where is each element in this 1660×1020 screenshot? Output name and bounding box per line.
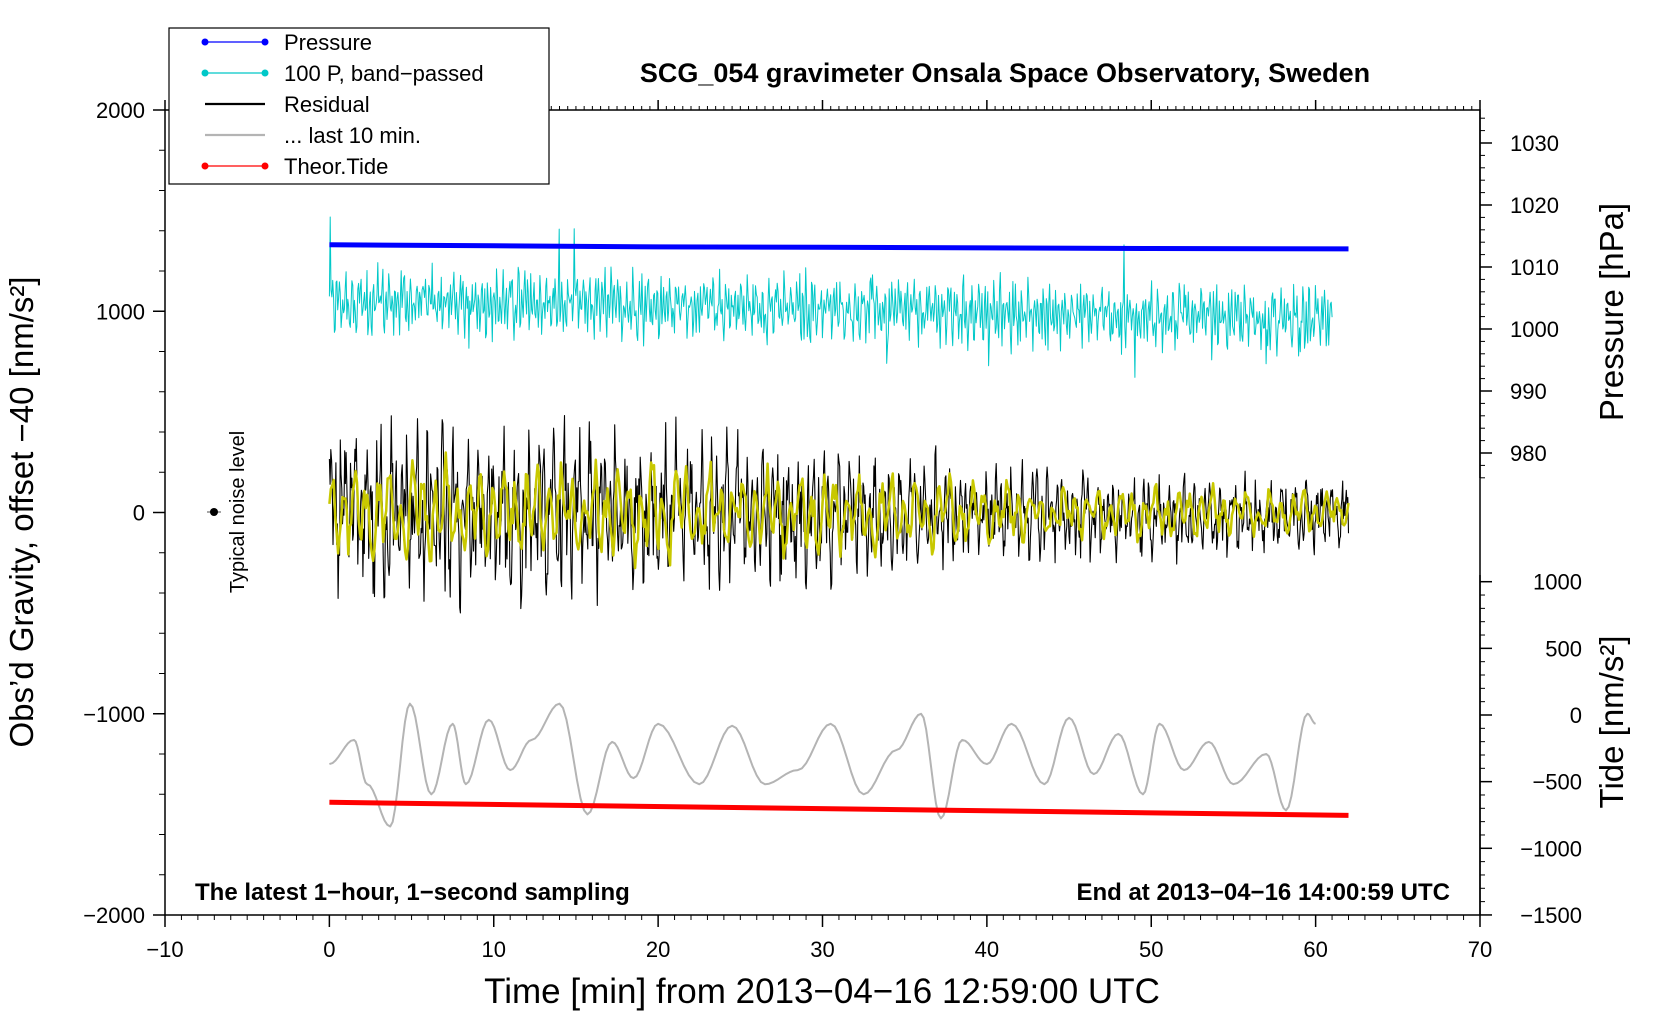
y-axis-tide: 1000 500 0 −500 −1000 −1500 bbox=[1479, 570, 1582, 928]
noise-dot bbox=[210, 508, 218, 516]
legend-items: Pressure 100 P, band−passed Residual ... la… bbox=[201, 30, 484, 179]
tide-tick-label: 500 bbox=[1545, 636, 1582, 661]
legend-marker bbox=[201, 69, 209, 77]
series-residual-smoothed-line bbox=[328, 451, 1350, 570]
legend-marker bbox=[261, 38, 269, 46]
annotation-bottom-right: End at 2013−04−16 14:00:59 UTC bbox=[1076, 879, 1450, 906]
x-tick-label: 70 bbox=[1468, 937, 1492, 962]
legend: Pressure 100 P, band−passed Residual ... la… bbox=[168, 27, 550, 185]
x-tick-label: 20 bbox=[646, 937, 670, 962]
pressure-tick-label: 1000 bbox=[1510, 317, 1559, 342]
tide-tick-label: −1500 bbox=[1520, 903, 1582, 928]
y-tick-label: 2000 bbox=[96, 98, 145, 123]
series-tide-line bbox=[329, 799, 1349, 818]
annotation-bottom-left: The latest 1−hour, 1−second sampling bbox=[195, 879, 630, 906]
legend-marker bbox=[201, 162, 209, 170]
tide-tick-label: −500 bbox=[1532, 770, 1582, 795]
series-pressure-line bbox=[329, 242, 1349, 252]
legend-label: 100 P, band−passed bbox=[284, 61, 484, 86]
pressure-tick-label: 980 bbox=[1510, 441, 1547, 466]
tide-tick-label: −1000 bbox=[1520, 836, 1582, 861]
noise-marker bbox=[207, 508, 221, 516]
tide-tick-label: 0 bbox=[1570, 703, 1582, 728]
noise-label: Typical noise level bbox=[227, 431, 249, 593]
x-tick-label: 40 bbox=[975, 937, 999, 962]
y-axis-label-pressure: Pressure [hPa] bbox=[1593, 203, 1630, 421]
y-tick-label: 1000 bbox=[96, 299, 145, 324]
series-layer bbox=[328, 216, 1350, 828]
legend-marker bbox=[261, 69, 269, 77]
x-tick-label: 30 bbox=[810, 937, 834, 962]
x-axis-label: Time [min] from 2013−04−16 12:59:00 UTC bbox=[484, 972, 1160, 1011]
x-tick-label: 10 bbox=[482, 937, 506, 962]
legend-label: Residual bbox=[284, 92, 370, 117]
legend-label: Pressure bbox=[284, 30, 372, 55]
y-axis-label-left: Obs’d Gravity, offset −40 [nm/s²] bbox=[3, 276, 40, 747]
x-tick-label: 60 bbox=[1303, 937, 1327, 962]
y-tick-label: −2000 bbox=[83, 903, 145, 928]
legend-marker bbox=[201, 38, 209, 46]
series-band-passed-line bbox=[328, 216, 1333, 378]
legend-marker bbox=[261, 162, 269, 170]
x-tick-label: −10 bbox=[146, 937, 183, 962]
pressure-tick-label: 990 bbox=[1510, 379, 1547, 404]
pressure-tick-label: 1010 bbox=[1510, 255, 1559, 280]
y-axis-left: 2000 1000 0 −1000 −2000 bbox=[83, 98, 165, 928]
series-residual-line bbox=[328, 414, 1350, 614]
pressure-tick-label: 1030 bbox=[1510, 131, 1559, 156]
y-axis-pressure: 1030 1020 1010 1000 990 980 bbox=[1479, 110, 1559, 479]
legend-label: Theor.Tide bbox=[284, 154, 388, 179]
x-tick-label: 0 bbox=[323, 937, 335, 962]
y-axis-label-tide: Tide [nm/s²] bbox=[1593, 636, 1630, 809]
tide-tick-label: 1000 bbox=[1533, 570, 1582, 595]
x-tick-label: 50 bbox=[1139, 937, 1163, 962]
y-tick-label: 0 bbox=[133, 501, 145, 526]
series-last-10-min-line bbox=[329, 702, 1316, 828]
y-tick-label: −1000 bbox=[83, 702, 145, 727]
legend-box bbox=[168, 27, 550, 185]
pressure-tick-label: 1020 bbox=[1510, 193, 1559, 218]
chart-title: SCG_054 gravimeter Onsala Space Observat… bbox=[640, 58, 1370, 88]
legend-label: ... last 10 min. bbox=[284, 123, 421, 148]
